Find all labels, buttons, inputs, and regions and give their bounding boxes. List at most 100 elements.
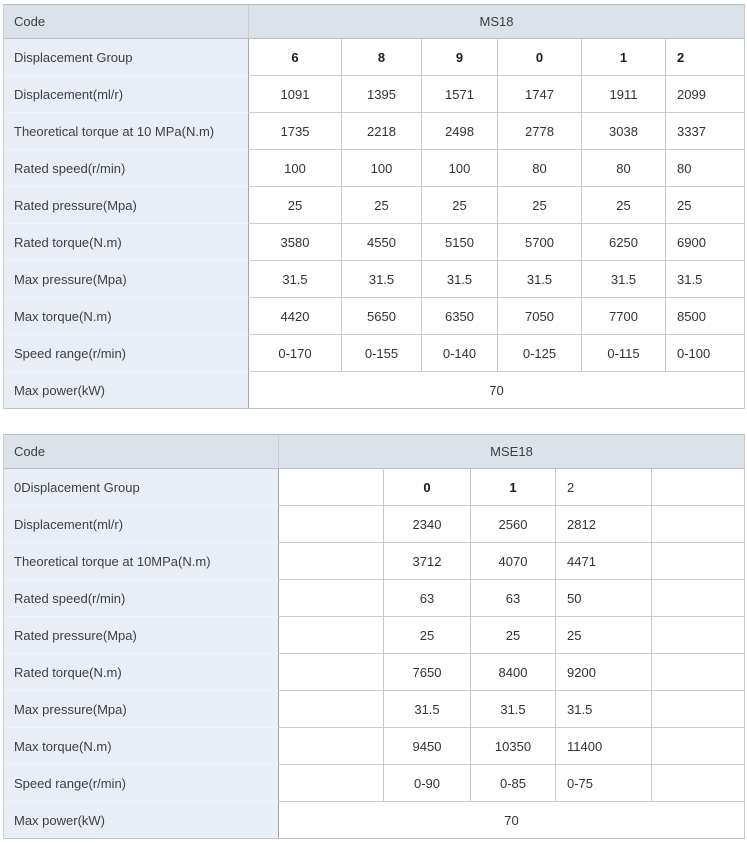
- value-cell: [279, 617, 384, 654]
- row-label: Speed range(r/min): [4, 765, 279, 802]
- group-header-cell: 2: [556, 469, 652, 506]
- value-cell: 31.5: [342, 261, 422, 298]
- value-cell: [279, 728, 384, 765]
- table-row: Max pressure(Mpa) 31.5 31.5 31.5 31.5 31.5 31.…: [4, 261, 745, 298]
- value-cell: 11400: [556, 728, 652, 765]
- table-row: Rated pressure(Mpa) 25 25 25: [4, 617, 745, 654]
- value-cell: 63: [384, 580, 471, 617]
- value-cell: 31.5: [498, 261, 582, 298]
- table-row: Max pressure(Mpa) 31.5 31.5 31.5: [4, 691, 745, 728]
- group-header-cell: 0: [384, 469, 471, 506]
- code-value-cell: MS18: [249, 5, 745, 39]
- value-cell: 25: [666, 187, 745, 224]
- group-header-cell: [279, 469, 384, 506]
- value-cell: 80: [498, 150, 582, 187]
- value-cell: 25: [342, 187, 422, 224]
- value-cell: 6250: [582, 224, 666, 261]
- row-label: Displacement Group: [4, 39, 249, 76]
- value-cell: 1395: [342, 76, 422, 113]
- value-cell: 2099: [666, 76, 745, 113]
- value-cell: 2340: [384, 506, 471, 543]
- table-row: 0Displacement Group 0 1 2: [4, 469, 745, 506]
- value-cell: [652, 580, 745, 617]
- value-cell: 31.5: [249, 261, 342, 298]
- row-label: Speed range(r/min): [4, 335, 249, 372]
- value-cell: 8500: [666, 298, 745, 335]
- spanning-value-cell: 70: [279, 802, 745, 839]
- row-label: Rated torque(N.m): [4, 224, 249, 261]
- value-cell: 0-90: [384, 765, 471, 802]
- value-cell: 31.5: [384, 691, 471, 728]
- row-label: Rated torque(N.m): [4, 654, 279, 691]
- value-cell: 2812: [556, 506, 652, 543]
- table-row: Max power(kW) 70: [4, 802, 745, 839]
- value-cell: 10350: [471, 728, 556, 765]
- spanning-value-cell: 70: [249, 372, 745, 409]
- value-cell: 0-155: [342, 335, 422, 372]
- row-label: Displacement(ml/r): [4, 76, 249, 113]
- value-cell: 25: [471, 617, 556, 654]
- table-row: Displacement Group 6 8 9 0 1 2: [4, 39, 745, 76]
- value-cell: 4471: [556, 543, 652, 580]
- code-label-cell: Code: [4, 5, 249, 39]
- value-cell: 1735: [249, 113, 342, 150]
- row-label: Rated pressure(Mpa): [4, 187, 249, 224]
- row-label: Rated pressure(Mpa): [4, 617, 279, 654]
- value-cell: 31.5: [471, 691, 556, 728]
- value-cell: 25: [422, 187, 498, 224]
- group-header-cell: 9: [422, 39, 498, 76]
- value-cell: 8400: [471, 654, 556, 691]
- value-cell: [279, 543, 384, 580]
- value-cell: 100: [342, 150, 422, 187]
- value-cell: 1091: [249, 76, 342, 113]
- group-header-cell: 1: [582, 39, 666, 76]
- row-label: Theoretical torque at 10MPa(N.m): [4, 543, 279, 580]
- value-cell: [652, 617, 745, 654]
- value-cell: 31.5: [422, 261, 498, 298]
- value-cell: 0-100: [666, 335, 745, 372]
- code-value-cell: MSE18: [279, 435, 745, 469]
- value-cell: [279, 691, 384, 728]
- value-cell: [652, 654, 745, 691]
- table-row: Theoretical torque at 10 MPa(N.m) 1735 221…: [4, 113, 745, 150]
- table-row: Rated speed(r/min) 63 63 50: [4, 580, 745, 617]
- value-cell: 0-75: [556, 765, 652, 802]
- value-cell: 0-140: [422, 335, 498, 372]
- group-header-cell: 2: [666, 39, 745, 76]
- value-cell: 7700: [582, 298, 666, 335]
- value-cell: 100: [249, 150, 342, 187]
- value-cell: 63: [471, 580, 556, 617]
- value-cell: 2778: [498, 113, 582, 150]
- value-cell: 25: [384, 617, 471, 654]
- ms18-table-body: Displacement Group 6 8 9 0 1 2 Displacement(ml/…: [4, 39, 745, 409]
- value-cell: 25: [249, 187, 342, 224]
- row-label: Max torque(N.m): [4, 728, 279, 765]
- code-label-cell: Code: [4, 435, 279, 469]
- value-cell: 3337: [666, 113, 745, 150]
- row-label: Rated speed(r/min): [4, 150, 249, 187]
- value-cell: 25: [556, 617, 652, 654]
- row-label: Max pressure(Mpa): [4, 691, 279, 728]
- row-label: Displacement(ml/r): [4, 506, 279, 543]
- value-cell: 3580: [249, 224, 342, 261]
- value-cell: 4070: [471, 543, 556, 580]
- value-cell: 0-115: [582, 335, 666, 372]
- table-row: Max torque(N.m) 9450 10350 11400: [4, 728, 745, 765]
- row-label: Max pressure(Mpa): [4, 261, 249, 298]
- row-label: Max power(kW): [4, 372, 249, 409]
- value-cell: [279, 765, 384, 802]
- value-cell: [652, 543, 745, 580]
- group-header-cell: 0: [498, 39, 582, 76]
- row-label: Max torque(N.m): [4, 298, 249, 335]
- table-row: Max power(kW) 70: [4, 372, 745, 409]
- value-cell: 25: [582, 187, 666, 224]
- value-cell: 4550: [342, 224, 422, 261]
- value-cell: 6900: [666, 224, 745, 261]
- table-row: Rated pressure(Mpa) 25 25 25 25 25 25: [4, 187, 745, 224]
- mse18-table-body: 0Displacement Group 0 1 2 Displacement(ml/r)…: [4, 469, 745, 839]
- value-cell: 50: [556, 580, 652, 617]
- value-cell: 0-85: [471, 765, 556, 802]
- value-cell: 31.5: [582, 261, 666, 298]
- value-cell: [652, 728, 745, 765]
- ms18-spec-table: Code MS18 Displacement Group 6 8 9 0 1 2 Displa…: [3, 4, 745, 409]
